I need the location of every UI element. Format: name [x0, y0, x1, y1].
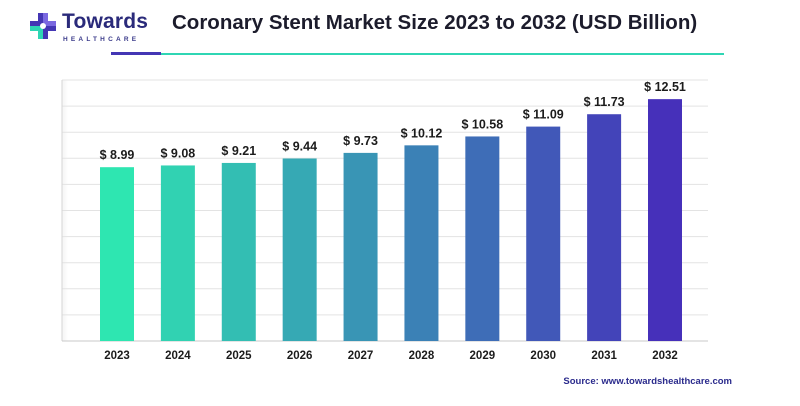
value-label-2025: $ 9.21 [221, 144, 256, 158]
x-tick-2024: 2024 [165, 350, 191, 362]
x-tick-2032: 2032 [652, 350, 678, 362]
bars [100, 99, 682, 342]
x-tick-2026: 2026 [287, 350, 313, 362]
x-tick-2025: 2025 [226, 350, 252, 362]
value-label-2026: $ 9.44 [282, 139, 317, 153]
bar-2025 [221, 162, 256, 341]
value-label-2023: $ 8.99 [100, 148, 135, 162]
bar-2028 [404, 145, 439, 341]
brand-logo: Towards HEALTHCARE [28, 9, 168, 49]
source-note: Source: www.towardshealthcare.com [563, 376, 732, 387]
value-label-2030: $ 11.09 [523, 108, 564, 122]
bar-2024 [160, 165, 195, 341]
x-tick-2029: 2029 [470, 350, 496, 362]
medical-cross-icon [30, 13, 56, 39]
bar-2027 [343, 152, 378, 341]
x-tick-2027: 2027 [348, 350, 374, 362]
value-label-2024: $ 9.08 [161, 146, 196, 160]
logo-tagline: HEALTHCARE [63, 36, 140, 43]
value-label-2027: $ 9.73 [343, 134, 378, 148]
x-axis-ticks: 2023 2024 2025 2026 2027 2028 2029 2030 2031 2032 [104, 350, 678, 362]
bar-2026 [282, 158, 317, 341]
bar-2029 [465, 136, 500, 341]
bar-2031 [587, 114, 622, 341]
logo-name: Towards [62, 10, 149, 33]
x-tick-2023: 2023 [104, 350, 130, 362]
chart-title: Coronary Stent Market Size 2023 to 2032 … [172, 11, 698, 34]
value-label-2029: $ 10.58 [461, 117, 503, 131]
x-tick-2028: 2028 [409, 350, 435, 362]
value-labels: $ 8.99 $ 9.08 $ 9.21 $ 9.44 $ 9.73 $ 10.12 $ 1… [100, 80, 686, 162]
title-underline [161, 53, 724, 55]
bar-2023 [100, 167, 134, 341]
x-tick-2030: 2030 [530, 350, 556, 362]
value-label-2028: $ 10.12 [401, 126, 443, 140]
bar-2032 [648, 99, 682, 341]
value-label-2031: $ 11.73 [584, 95, 625, 109]
bar-2030 [526, 126, 561, 342]
title-underline-accent [111, 52, 161, 55]
value-label-2032: $ 12.51 [644, 80, 686, 94]
x-tick-2031: 2031 [591, 350, 617, 362]
